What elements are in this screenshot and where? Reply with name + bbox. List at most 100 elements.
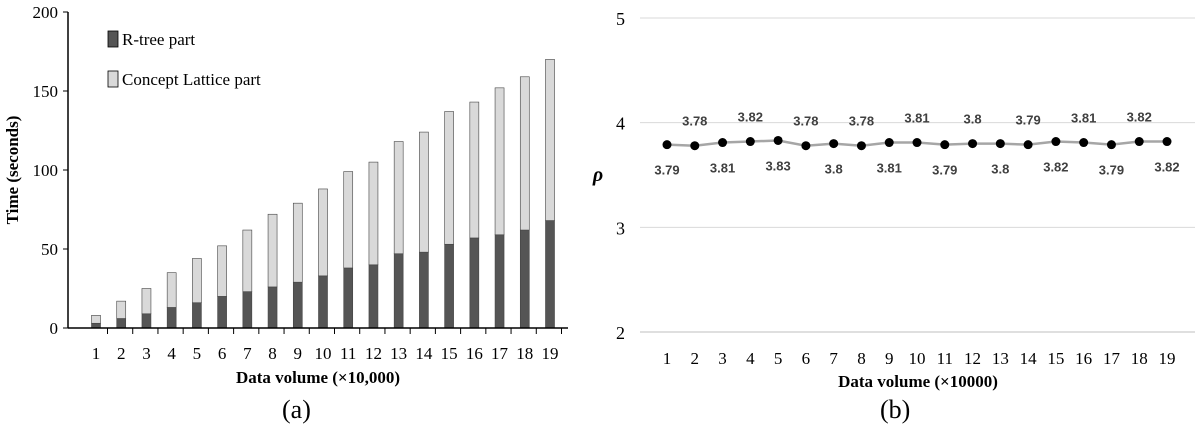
- chart-b-xtick-label: 6: [802, 349, 811, 368]
- chart-b-xtick-label: 1: [663, 349, 672, 368]
- chart-a-xtick-label: 11: [340, 344, 356, 363]
- bar-rtree: [242, 291, 253, 329]
- bar-rtree: [419, 251, 429, 329]
- legend-swatch-rtree: [107, 30, 119, 48]
- chart-b-point: [968, 139, 978, 149]
- bar-rtree: [545, 220, 555, 329]
- chart-a-xtick-label: 4: [167, 344, 176, 363]
- chart-b-data-label: 3.81: [710, 161, 735, 176]
- chart-a-xtick-label: 2: [117, 344, 126, 363]
- chart-b-data-label: 3.78: [682, 114, 707, 129]
- bar-concept-lattice: [217, 245, 227, 297]
- chart-b-point: [912, 138, 922, 148]
- chart-b-xtick-label: 4: [746, 349, 755, 368]
- chart-b-point: [829, 139, 839, 149]
- chart-b-xtick-label: 16: [1075, 349, 1092, 368]
- chart-b-point: [662, 140, 672, 150]
- chart-b-xtick-label: 5: [774, 349, 783, 368]
- chart-b-xtick-label: 14: [1020, 349, 1038, 368]
- bar-concept-lattice: [444, 111, 454, 245]
- chart-b-point: [1162, 137, 1172, 147]
- bar-concept-lattice: [318, 188, 328, 277]
- chart-b-point: [801, 141, 811, 151]
- chart-a-xtick-label: 10: [315, 344, 332, 363]
- chart-b-point: [995, 139, 1005, 149]
- chart-b-data-label: 3.79: [1099, 163, 1124, 178]
- chart-b-ytick-label: 2: [616, 323, 625, 343]
- legend-label-rtree: R-tree part: [122, 30, 195, 49]
- chart-a-xtick-label: 13: [390, 344, 407, 363]
- chart-a-xtick-label: 15: [441, 344, 458, 363]
- chart-b-ylabel: ρ: [592, 164, 603, 186]
- chart-b-xtick-label: 9: [885, 349, 894, 368]
- chart-b-data-label: 3.79: [1015, 113, 1040, 128]
- bar-concept-lattice: [393, 141, 404, 255]
- bar-rtree: [393, 253, 404, 329]
- bar-concept-lattice: [292, 202, 303, 283]
- bar-rtree: [494, 234, 505, 329]
- bar-concept-lattice: [494, 87, 505, 236]
- chart-b-xtick-label: 10: [909, 349, 926, 368]
- chart-b-data-label: 3.8: [964, 112, 982, 127]
- chart-a-xtick-label: 19: [542, 344, 559, 363]
- chart-b-point: [718, 138, 728, 148]
- chart-a-xlabel: Data volume (×10,000): [236, 368, 400, 387]
- chart-a-xtick-label: 6: [218, 344, 227, 363]
- chart-b-xtick-label: 15: [1047, 349, 1064, 368]
- chart-b-xtick-label: 3: [718, 349, 727, 368]
- bar-rtree: [267, 286, 278, 329]
- chart-a-xtick-label: 14: [415, 344, 433, 363]
- chart-b-xtick-label: 11: [937, 349, 953, 368]
- chart-a-xtick-label: 1: [92, 344, 101, 363]
- bar-concept-lattice: [545, 59, 555, 221]
- legend-label-lattice: Concept Lattice part: [122, 70, 261, 89]
- chart-a-xtick-label: 18: [516, 344, 533, 363]
- chart-b-data-label: 3.79: [654, 163, 679, 178]
- bar-rtree: [116, 318, 127, 329]
- chart-a-xtick-label: 12: [365, 344, 382, 363]
- chart-b-data-label: 3.82: [738, 110, 763, 125]
- chart-b-point: [884, 138, 894, 148]
- bar-rtree: [217, 296, 227, 329]
- bar-concept-lattice: [91, 315, 101, 324]
- bar-concept-lattice: [419, 131, 429, 253]
- chart-b-point: [773, 135, 783, 145]
- chart-b-xtick-label: 19: [1159, 349, 1176, 368]
- chart-b-data-label: 3.79: [932, 163, 957, 178]
- chart-a-xtick-label: 8: [268, 344, 277, 363]
- chart-b-point: [690, 141, 700, 151]
- bar-rtree: [141, 313, 152, 329]
- chart-b-data-label: 3.8: [825, 162, 843, 177]
- bar-concept-lattice: [116, 300, 127, 319]
- chart-a-xtick-label: 7: [243, 344, 252, 363]
- chart-b-point: [940, 140, 950, 150]
- chart-b-xtick-label: 12: [964, 349, 981, 368]
- chart-a-legend: R-tree part Concept Lattice part: [107, 30, 261, 89]
- chart-a-ytick-label: 150: [33, 82, 59, 101]
- chart-b-xtick-label: 17: [1103, 349, 1121, 368]
- legend-swatch-lattice: [107, 70, 119, 88]
- bar-rtree: [343, 267, 354, 329]
- chart-b-xtick-label: 13: [992, 349, 1009, 368]
- chart-b-xtick-label: 8: [857, 349, 866, 368]
- panel-label-b: (b): [880, 395, 911, 424]
- chart-b-point: [745, 137, 755, 147]
- bar-concept-lattice: [343, 171, 354, 269]
- chart-b-data-label: 3.82: [1043, 160, 1068, 175]
- chart-b-xtick-label: 18: [1131, 349, 1148, 368]
- chart-b-data-label: 3.81: [1071, 111, 1096, 126]
- chart-b-point: [1079, 138, 1089, 148]
- chart-b-data-label: 3.78: [849, 114, 874, 129]
- chart-a-xtick-label: 16: [466, 344, 483, 363]
- chart-a-ytick-label: 50: [41, 240, 58, 259]
- bar-concept-lattice: [267, 213, 278, 288]
- chart-b-ytick-label: 4: [616, 114, 625, 134]
- chart-b-data-label: 3.83: [765, 158, 790, 173]
- chart-b-point: [1134, 137, 1144, 147]
- bar-concept-lattice: [519, 76, 530, 231]
- bar-concept-lattice: [166, 272, 177, 308]
- chart-b-data-label: 3.82: [1154, 160, 1179, 175]
- bar-rtree: [318, 275, 328, 329]
